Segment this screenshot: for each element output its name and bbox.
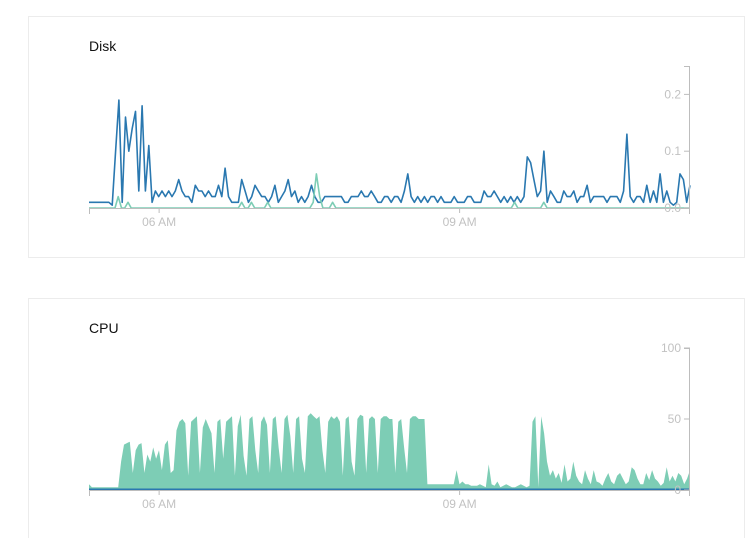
cpu-y-tick-label: 100	[661, 341, 681, 355]
cpu-chart-card: CPU 06 AM 09 AM 0 50 100	[28, 298, 745, 538]
cpu-chart: 06 AM 09 AM 0 50 100	[89, 341, 690, 511]
disk-y-tick-label: 0.1	[664, 144, 681, 158]
disk-x-tick-label: 09 AM	[443, 215, 477, 229]
disk-y-tick-label: 0.0	[664, 201, 681, 215]
cpu-y-tick-label: 50	[668, 412, 682, 426]
disk-x-tick-label: 06 AM	[142, 215, 176, 229]
cpu-chart-title: CPU	[89, 320, 119, 336]
cpu-x-tick-label: 09 AM	[443, 497, 477, 511]
cpu-y-tick-label: 0	[674, 483, 681, 497]
cpu-series-0-area	[89, 413, 690, 490]
disk-series-0-line	[89, 99, 691, 206]
disk-chart-card: Disk 06 AM 09 AM 0.0 0.1 0.2	[28, 16, 745, 258]
disk-chart: 06 AM 09 AM 0.0 0.1 0.2	[89, 66, 691, 229]
cpu-x-tick-label: 06 AM	[142, 497, 176, 511]
disk-chart-title: Disk	[89, 38, 117, 54]
disk-y-tick-label: 0.2	[664, 87, 681, 101]
